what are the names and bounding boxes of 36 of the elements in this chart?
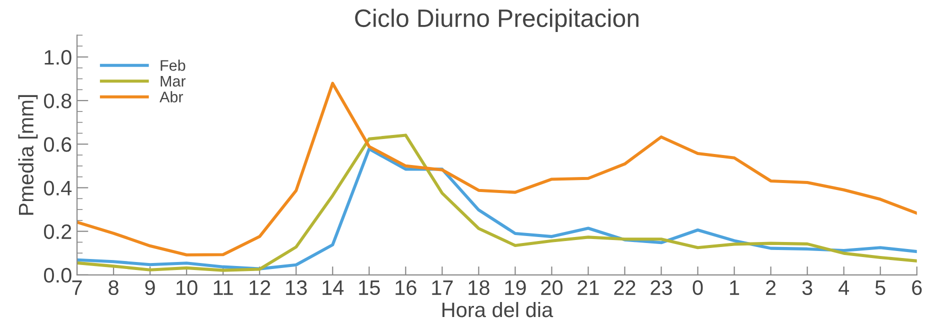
x-tick-label: 1 <box>730 280 740 295</box>
y-axis-title: Pmedia [mm] <box>18 95 38 215</box>
x-tick-label: 23 <box>650 280 672 296</box>
x-tick-label: 7 <box>72 280 82 295</box>
y-tick-label: 0.2 <box>44 224 72 240</box>
x-tick-label: 13 <box>286 280 307 296</box>
x-tick-label: 6 <box>912 280 922 296</box>
y-tick-label: 0.0 <box>44 268 72 283</box>
legend-label: Mar <box>160 76 186 87</box>
y-tick-label: 0.6 <box>44 137 72 152</box>
x-tick-label: 21 <box>578 280 599 295</box>
x-tick-label: 20 <box>541 280 562 296</box>
chart-title: Ciclo Diurno Precipitacion <box>355 8 638 32</box>
x-tick-label: 4 <box>838 280 850 295</box>
x-axis-title: Hora del dia <box>442 302 554 318</box>
x-tick-label: 17 <box>432 280 453 295</box>
legend-label: Feb <box>160 60 186 71</box>
y-tick-label: 0.4 <box>44 180 72 196</box>
x-tick-label: 22 <box>614 280 636 295</box>
x-tick-label: 18 <box>468 280 490 296</box>
y-tick-label: 1.0 <box>44 50 72 65</box>
x-tick-label: 12 <box>250 280 270 295</box>
x-tick-label: 2 <box>766 280 776 295</box>
y-tick-label: 0.8 <box>44 94 72 108</box>
x-tick-label: 3 <box>802 280 812 296</box>
x-tick-label: 8 <box>108 280 118 296</box>
x-tick-label: 9 <box>145 280 155 296</box>
x-tick-label: 16 <box>396 280 416 296</box>
x-tick-label: 15 <box>359 280 380 296</box>
x-tick-label: 0 <box>692 280 703 296</box>
legend-label: Abr <box>160 91 184 102</box>
x-tick-label: 19 <box>505 280 526 296</box>
x-tick-label: 10 <box>176 280 198 296</box>
x-tick-label: 5 <box>875 280 886 296</box>
x-tick-label: 14 <box>322 280 344 295</box>
x-tick-label: 11 <box>214 280 233 295</box>
